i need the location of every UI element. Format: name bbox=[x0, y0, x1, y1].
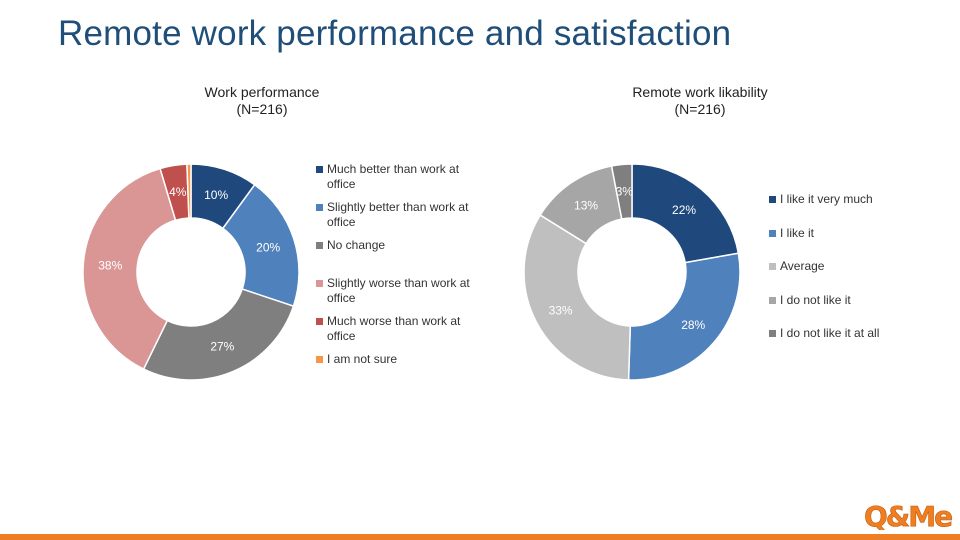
legend-2-swatch-4 bbox=[769, 296, 776, 304]
legend-2-item-2: I like it bbox=[769, 226, 939, 241]
legend-1-label-2: Slightly better than work at office bbox=[327, 200, 469, 229]
legend-2-label-4: I do not like it bbox=[780, 292, 851, 307]
donut-1-slice-3 bbox=[142, 288, 295, 381]
legend-1-swatch-2 bbox=[316, 204, 323, 211]
legend-1-label-4: Slightly worse than work at office bbox=[327, 276, 470, 305]
legend-1-swatch-5 bbox=[316, 318, 323, 325]
legend-1-label-5: Much worse than work at office bbox=[327, 314, 461, 343]
chart-2-title-block: Remote work likability (N=216) bbox=[590, 84, 810, 118]
donut-2-data-label-4: 13% bbox=[574, 198, 598, 212]
legend-2-swatch-3 bbox=[769, 263, 776, 270]
legend-1-item-6: I am not sure bbox=[316, 352, 476, 367]
legend-1-swatch-3 bbox=[316, 242, 323, 249]
chart-1-title-block: Work performance (N=216) bbox=[162, 84, 362, 118]
donut-2-data-label-2: 28% bbox=[681, 318, 705, 332]
donut-1-slice-6 bbox=[186, 163, 192, 219]
legend-1-item-5: Much worse than work at office bbox=[316, 314, 476, 344]
donut-1-data-label-4: 38% bbox=[98, 258, 122, 272]
donut-1-data-label-5: 4% bbox=[169, 185, 187, 199]
chart-1-donut: 10% 20% 27% 38% 4% bbox=[82, 163, 300, 381]
legend-1-swatch-4 bbox=[316, 280, 323, 287]
legend-1-swatch-6 bbox=[316, 356, 323, 363]
donut-1-data-label-1: 10% bbox=[204, 188, 228, 202]
donut-1-slice-4 bbox=[82, 167, 177, 371]
svg-text:Q&Me: Q&Me bbox=[864, 500, 952, 530]
donut-2-slice-5 bbox=[610, 163, 633, 220]
chart-1-title: Work performance bbox=[204, 84, 320, 100]
chart-2-donut: 22% 28% 33% 13% 3% bbox=[523, 163, 741, 381]
legend-2-swatch-2 bbox=[769, 229, 776, 237]
qandme-logo: Q&Me bbox=[864, 500, 954, 530]
legend-1-item-4: Slightly worse than work at office bbox=[316, 276, 476, 306]
slide-title: Remote work performance and satisfaction bbox=[58, 14, 732, 53]
chart-2-subtitle: (N=216) bbox=[674, 101, 726, 117]
legend-2-swatch-1 bbox=[769, 196, 776, 203]
bottom-accent-bar bbox=[0, 534, 960, 540]
legend-1-label-1: Much better than work at office bbox=[327, 162, 460, 191]
legend-1-item-1: Much better than work at office bbox=[316, 162, 476, 192]
legend-1-label-6: I am not sure bbox=[327, 352, 398, 366]
legend-2-item-3: Average bbox=[769, 259, 939, 274]
chart-1-legend: Much better than work at office Slightly … bbox=[316, 162, 476, 382]
donut-2-slice-3 bbox=[523, 214, 632, 381]
chart-2-legend: I like it very much I like it Average I do … bbox=[769, 192, 939, 362]
legend-2-label-5: I do not like it at all bbox=[780, 326, 880, 340]
legend-2-item-1: I like it very much bbox=[769, 192, 939, 207]
donut-2-slice-1 bbox=[631, 163, 740, 264]
chart-2-title: Remote work likability bbox=[632, 84, 768, 100]
legend-2-swatch-5 bbox=[769, 330, 776, 337]
donut-2-data-label-3: 33% bbox=[549, 303, 573, 317]
donut-2-data-label-5: 3% bbox=[616, 184, 634, 198]
legend-1-item-2: Slightly better than work at office bbox=[316, 200, 476, 230]
legend-2-label-2: I like it bbox=[780, 225, 815, 240]
legend-2-item-4: I do not like it bbox=[769, 293, 939, 308]
donut-1-data-label-2: 20% bbox=[256, 240, 280, 254]
donut-2-slice-2 bbox=[627, 252, 741, 381]
legend-1-swatch-1 bbox=[316, 166, 323, 173]
legend-2-item-5: I do not like it at all bbox=[769, 326, 939, 341]
legend-2-label-3: Average bbox=[780, 259, 825, 273]
legend-1-label-3: No change bbox=[327, 238, 386, 252]
legend-2-label-1: I like it very much bbox=[780, 192, 873, 206]
legend-1-item-3: No change bbox=[316, 238, 476, 253]
donut-1-data-label-3: 27% bbox=[210, 340, 234, 354]
chart-1-subtitle: (N=216) bbox=[236, 101, 288, 117]
donut-2-data-label-1: 22% bbox=[672, 203, 696, 217]
